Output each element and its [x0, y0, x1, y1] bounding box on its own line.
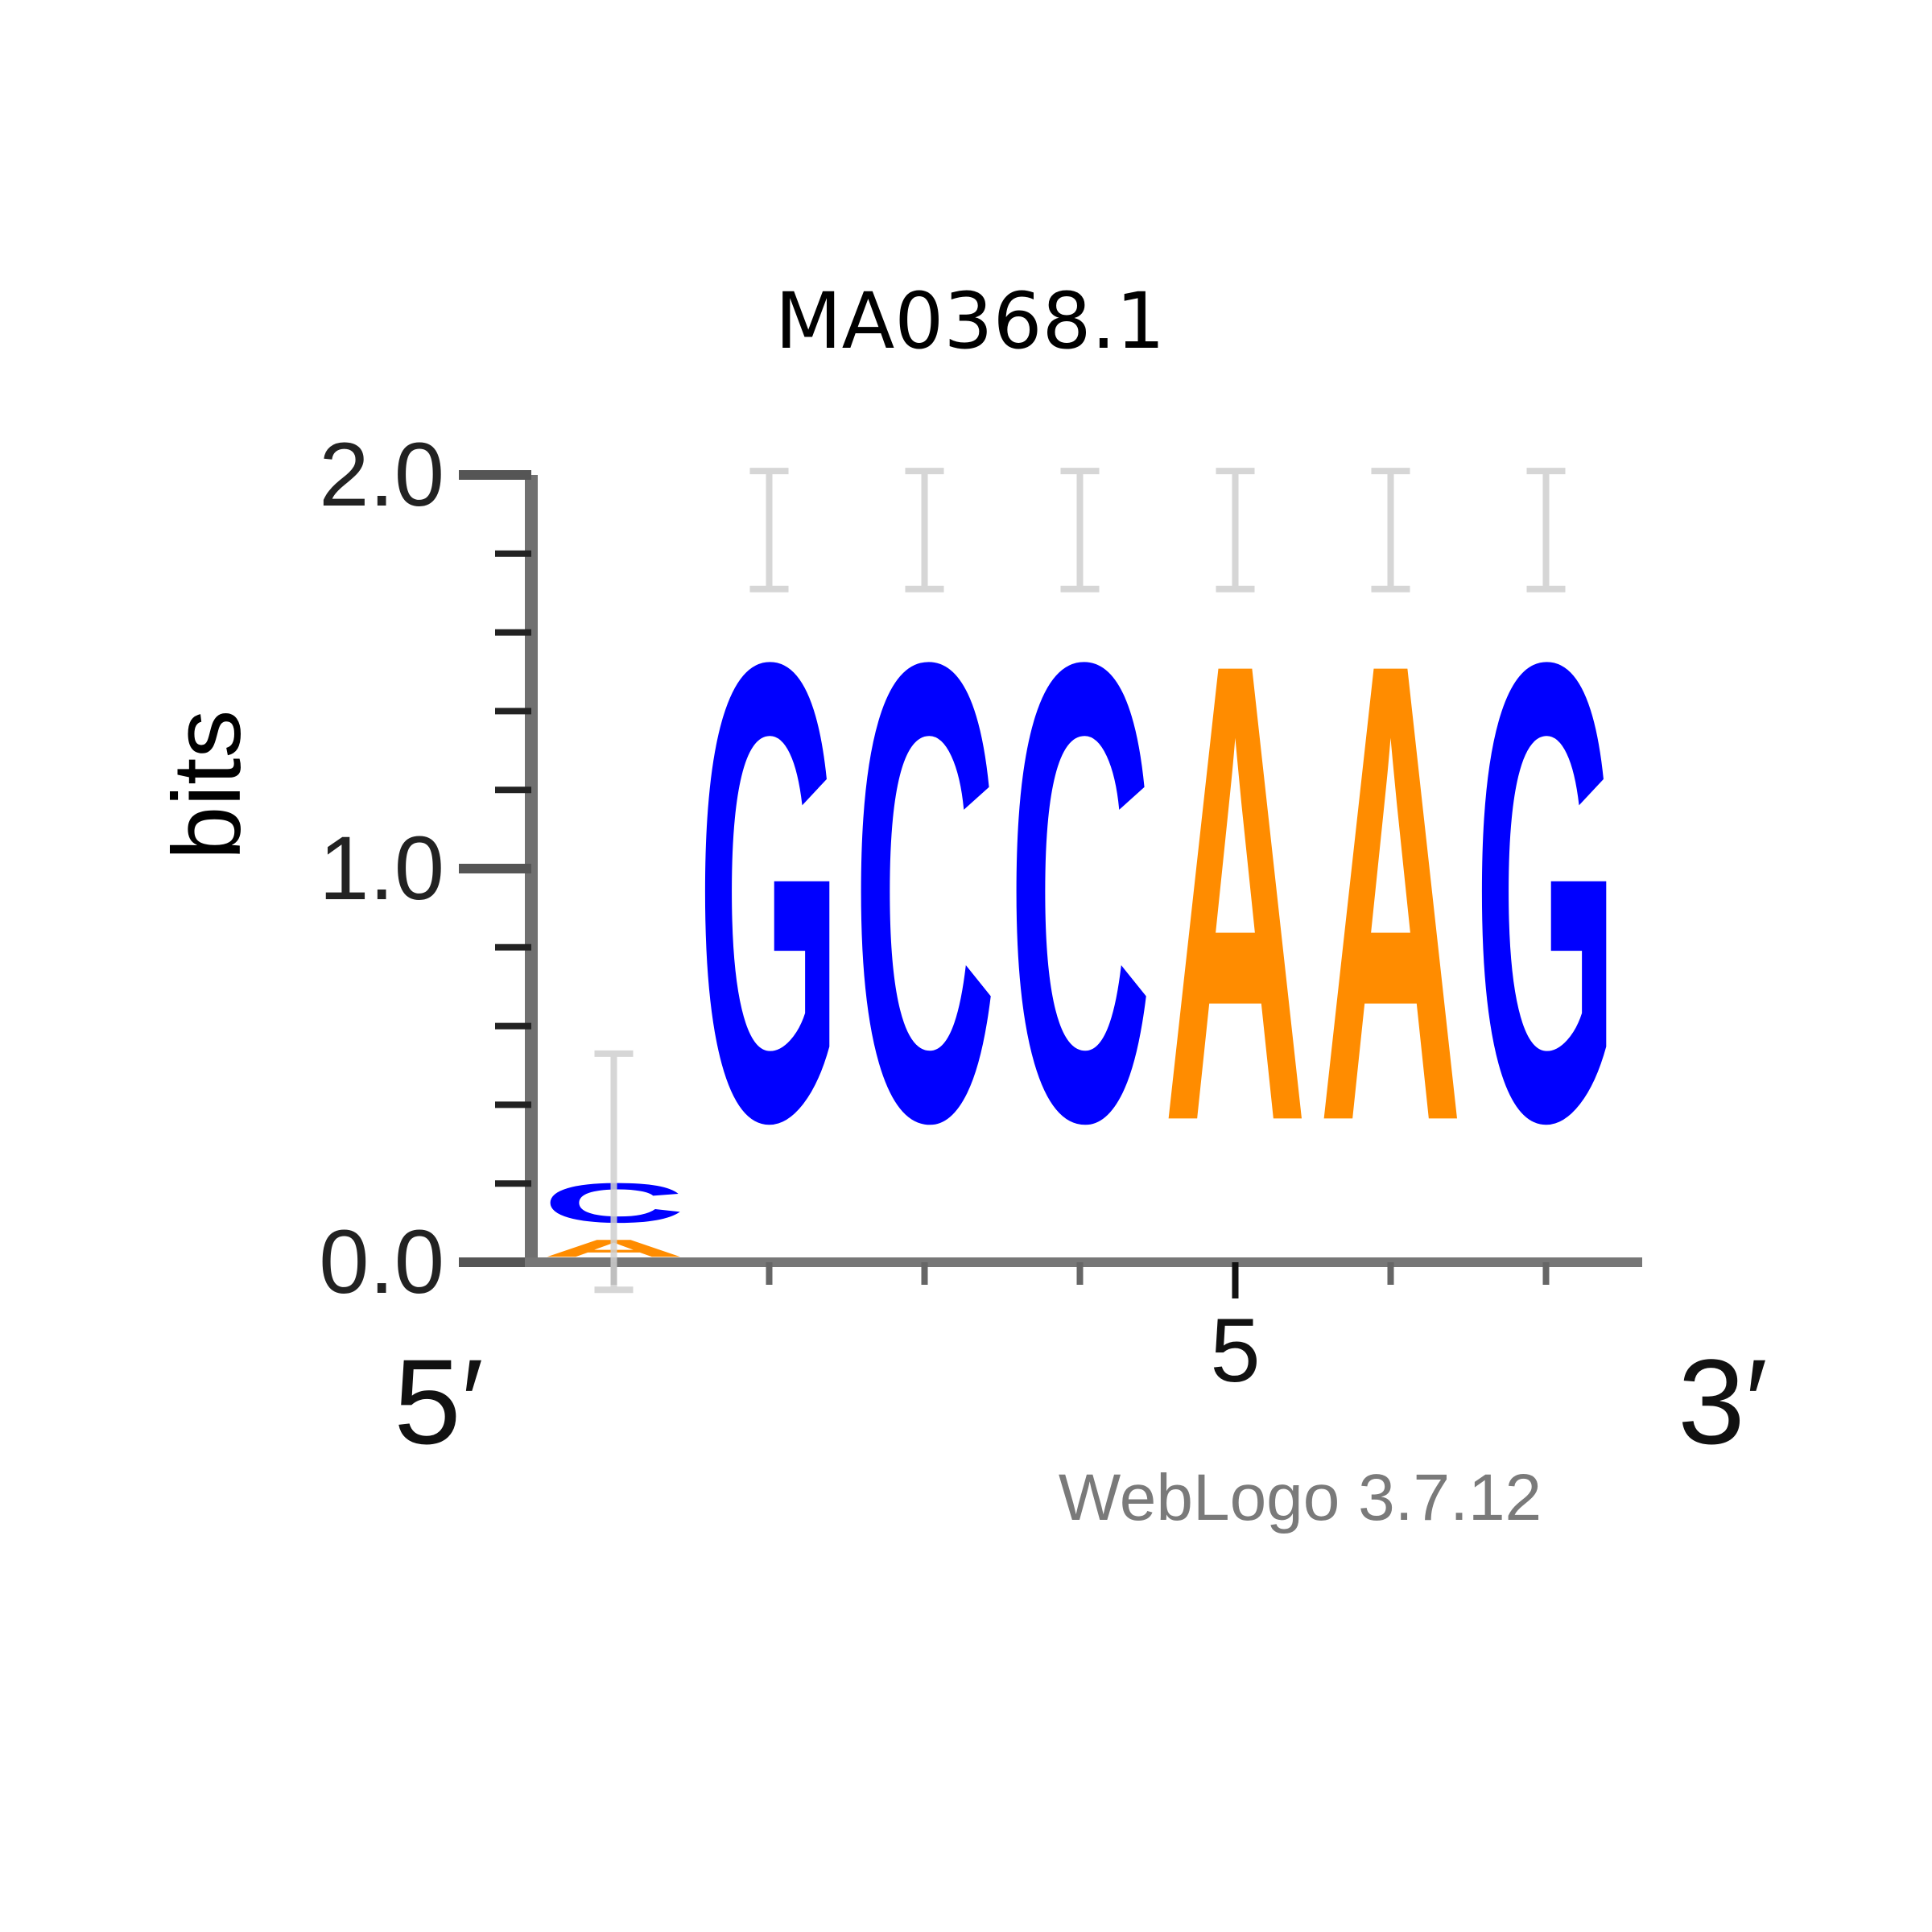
y-tick-label: 1.0: [319, 818, 444, 919]
logo-letter-C: C: [853, 528, 997, 1258]
stack-position-3: C: [853, 468, 997, 1258]
logo-stacks: ACGCCAAG: [543, 468, 1618, 1294]
y-axis-label: bits: [153, 710, 261, 861]
logo-letter-A: A: [1164, 528, 1307, 1258]
x-axis: 5: [525, 1257, 1642, 1401]
logo-letter-C: C: [1009, 528, 1152, 1258]
error-bar: [1371, 468, 1410, 592]
stack-position-7: G: [1475, 468, 1618, 1258]
error-bar: [905, 468, 944, 592]
y-axis: 0.0 1.0 2.0: [319, 424, 538, 1312]
five-prime-label: 5′: [394, 1334, 484, 1469]
error-bar: [1216, 468, 1255, 592]
logo-letter-G: G: [1475, 528, 1618, 1258]
stack-position-5: A: [1164, 468, 1307, 1258]
three-prime-label: 3′: [1678, 1334, 1768, 1469]
error-bar: [1526, 468, 1566, 592]
y-tick-label: 0.0: [319, 1212, 444, 1312]
error-bar: [1060, 468, 1100, 592]
stack-position-6: A: [1319, 468, 1463, 1258]
y-tick-label: 2.0: [319, 424, 444, 525]
weblogo-watermark: WebLogo 3.7.12: [1059, 1461, 1542, 1534]
stack-position-2: G: [698, 468, 841, 1258]
chart-title: MA0368.1: [775, 276, 1165, 366]
stack-position-1: AC: [543, 1050, 685, 1294]
logo-letter-A: A: [1319, 528, 1463, 1258]
stack-position-4: C: [1009, 468, 1152, 1258]
error-bar: [749, 468, 789, 592]
x-tick-label: 5: [1210, 1300, 1260, 1401]
error-bar: [594, 1050, 634, 1294]
logo-letter-G: G: [698, 528, 841, 1258]
